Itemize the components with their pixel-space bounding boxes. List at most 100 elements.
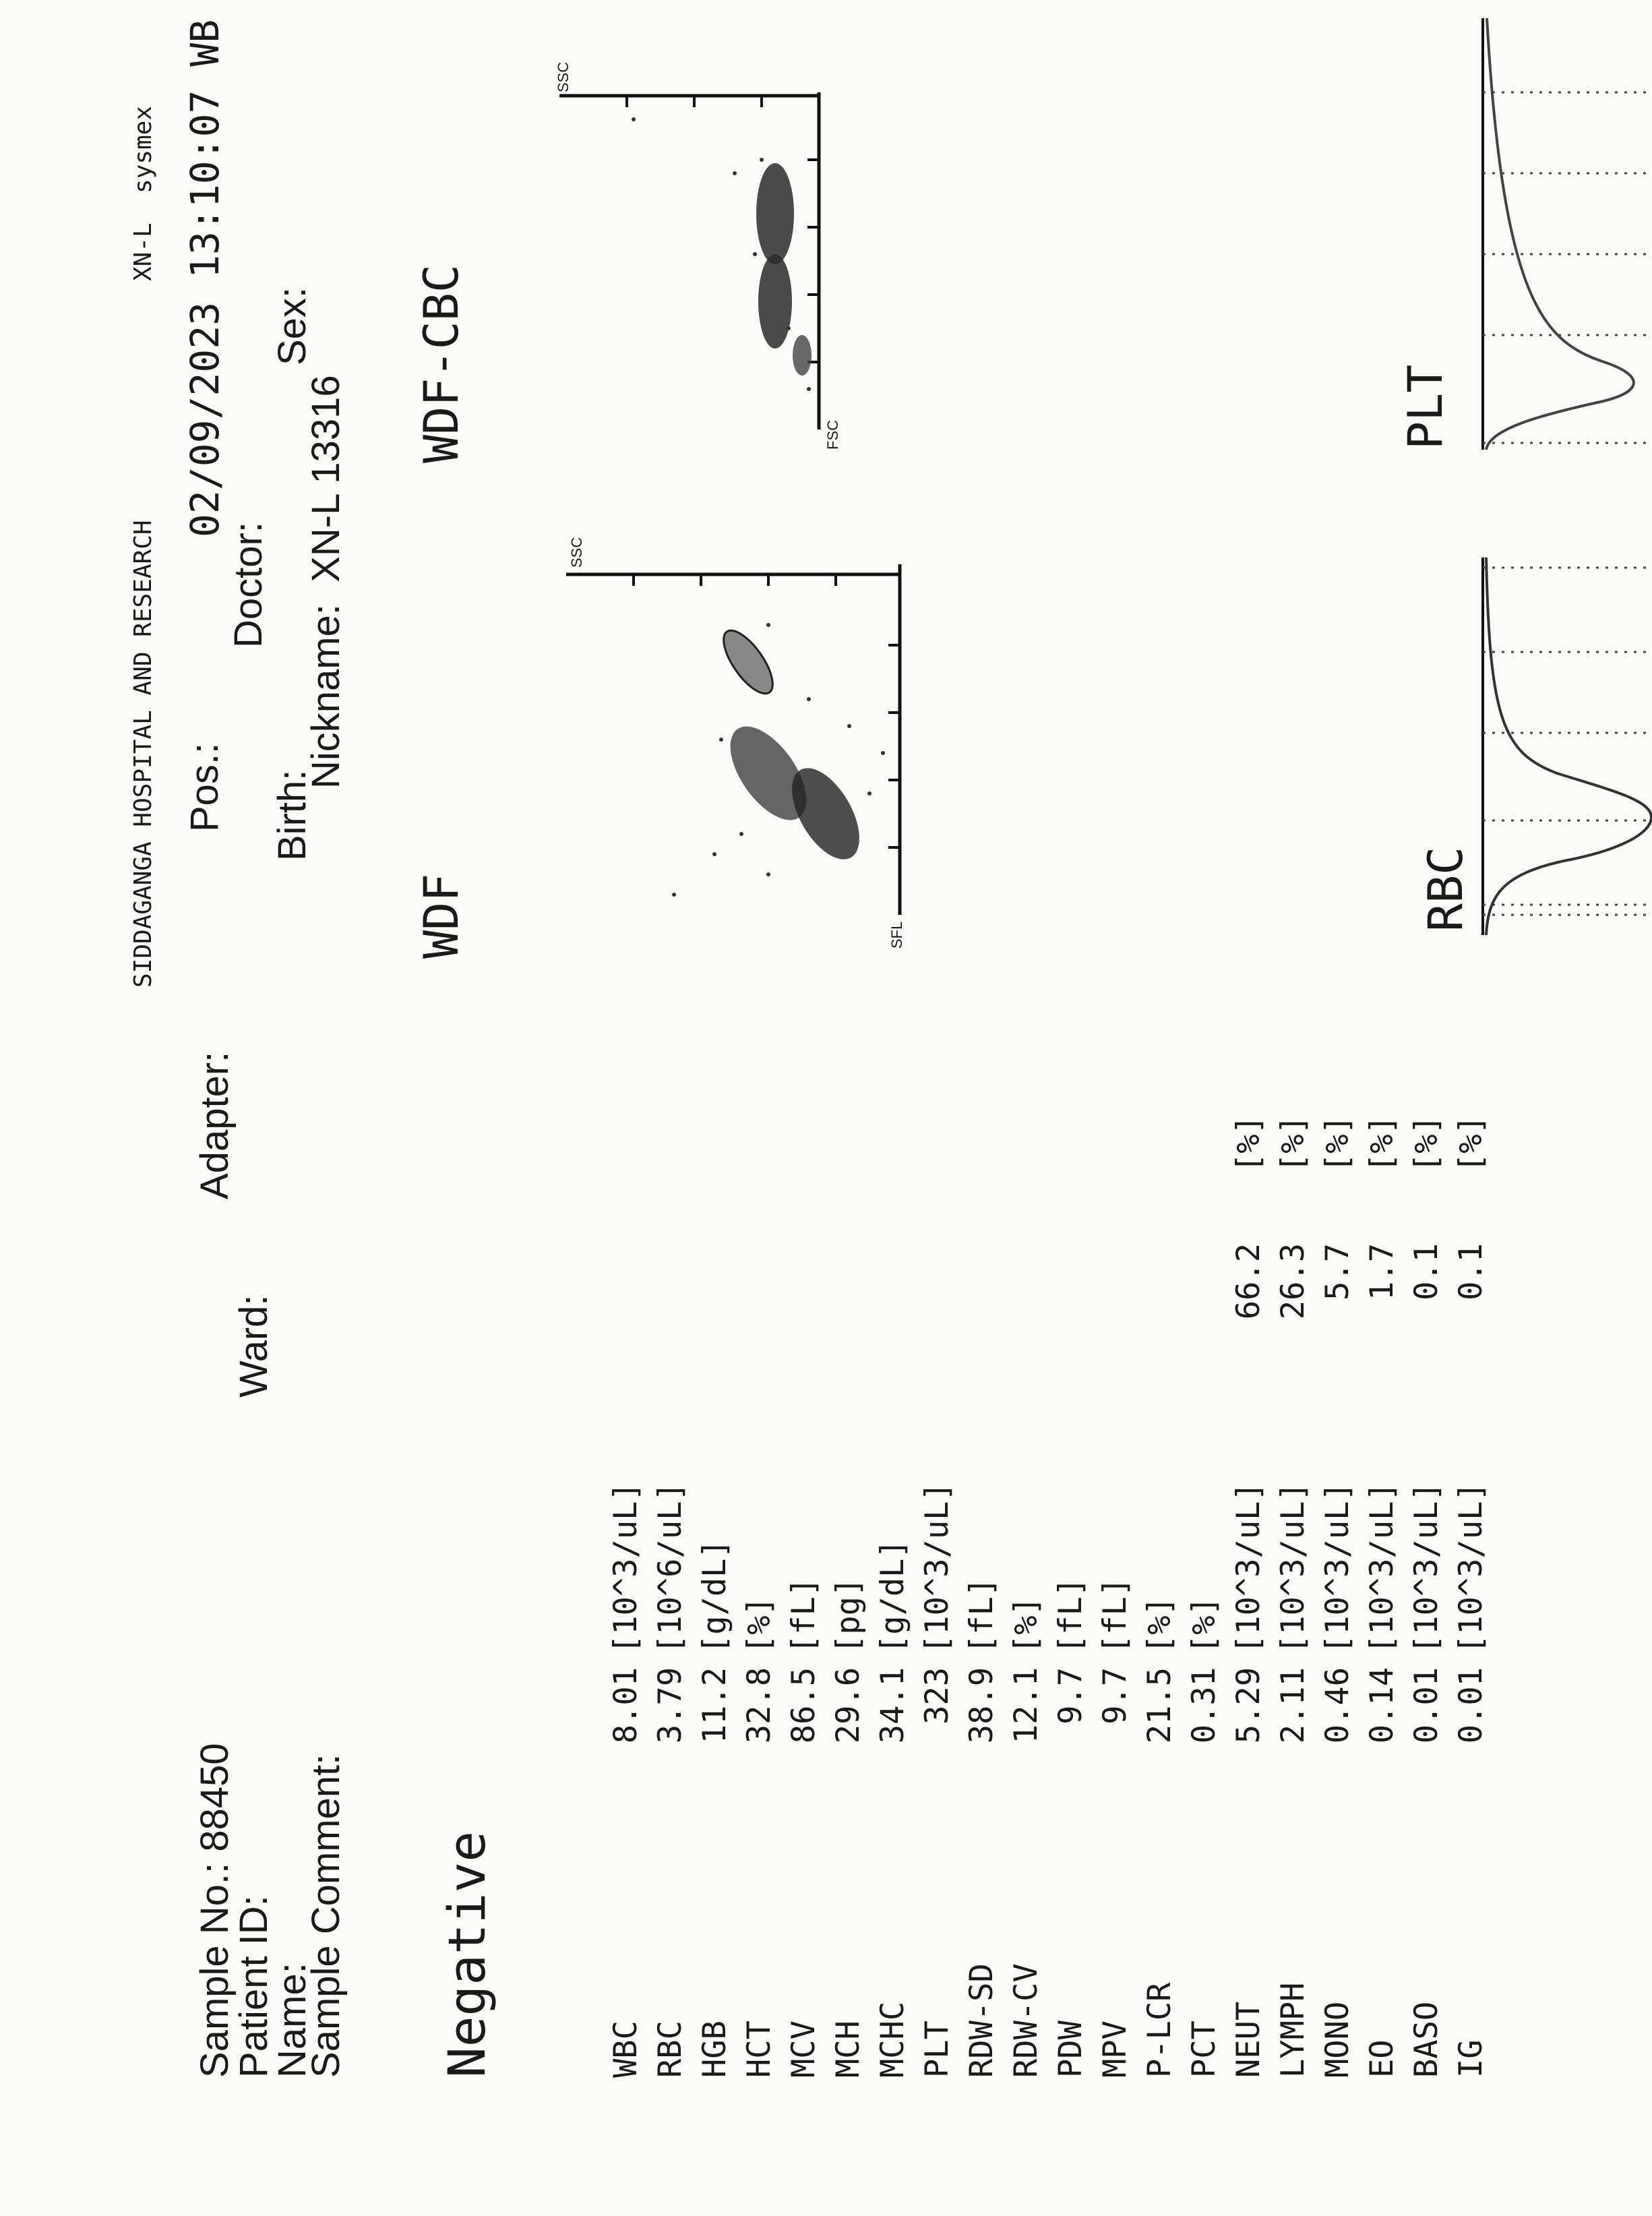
dot — [807, 697, 811, 701]
result-name: IG — [1452, 2039, 1490, 2078]
sex: Sex: — [270, 287, 314, 365]
result-unit: [fL] — [1052, 1577, 1089, 1654]
result-value: 3.79 — [652, 1667, 689, 1744]
dot — [632, 117, 636, 121]
result-name: PLT — [919, 2020, 956, 2078]
pos: Pos.: — [183, 742, 226, 832]
result-unit: [%] — [1186, 1596, 1223, 1654]
axis-label: FSC — [824, 420, 841, 450]
sample-comment: Sample Comment: — [304, 1754, 348, 2078]
cluster — [723, 629, 774, 695]
hospital-name: SIDDAGANGA HOSPITAL AND RESEARCH — [129, 520, 157, 988]
result-value: 8.01 — [607, 1667, 644, 1744]
result-unit: [fL] — [963, 1577, 1000, 1654]
result-name: MONO — [1319, 2001, 1356, 2078]
result-unit: [pg] — [830, 1577, 867, 1654]
dot — [733, 171, 737, 175]
result-percent: 0.1 — [1452, 1243, 1490, 1300]
result-value: 323 — [919, 1667, 956, 1725]
histogram-plt — [1481, 18, 1652, 450]
scatter-dots — [632, 117, 811, 391]
result-unit: [fL] — [1097, 1577, 1134, 1654]
result-value: 38.9 — [963, 1667, 1000, 1744]
result-unit: [10^3/uL] — [1230, 1482, 1267, 1654]
dot — [672, 893, 676, 897]
axes — [566, 564, 902, 915]
patient-id: Patient ID: — [232, 1895, 276, 2078]
result-value: 0.14 — [1364, 1667, 1401, 1744]
result-unit: [10^3/uL] — [919, 1482, 956, 1654]
result-percent: 1.7 — [1364, 1243, 1401, 1300]
ticks — [632, 574, 900, 849]
result-name: P-LCR — [1141, 1982, 1178, 2078]
cluster — [730, 726, 807, 820]
scatter-dots — [672, 623, 885, 897]
plot-title: WDF — [414, 873, 469, 959]
doctor: Doctor: — [226, 522, 270, 648]
result-unit: [%] — [1008, 1596, 1045, 1654]
analyzer: XN-L sysmex — [129, 105, 157, 281]
dot — [766, 623, 770, 627]
result-name: PDW — [1052, 2020, 1089, 2078]
result-unit: [g/dL] — [696, 1539, 733, 1654]
result-name: RBC — [652, 2020, 689, 2078]
judgment: Negative — [437, 1830, 497, 2078]
result-name: NEUT — [1230, 2001, 1267, 2078]
result-percent-unit: [%] — [1408, 1115, 1445, 1172]
result-value: 0.01 — [1452, 1667, 1490, 1744]
result-name: MCH — [830, 2020, 867, 2078]
result-name: PCT — [1186, 2020, 1223, 2078]
dot — [753, 252, 757, 256]
dot — [881, 751, 885, 755]
result-name: BASO — [1408, 2001, 1445, 2078]
result-value: 11.2 — [696, 1667, 733, 1744]
result-value: 2.11 — [1275, 1667, 1312, 1744]
cluster — [758, 254, 792, 349]
nickname: Nickname: XN-L 13316 — [304, 375, 348, 789]
dot — [739, 832, 743, 836]
dot — [760, 158, 764, 162]
result-value: 0.31 — [1186, 1667, 1223, 1744]
result-name: HCT — [741, 2020, 778, 2078]
discriminators — [1483, 91, 1652, 444]
result-unit: [10^3/uL] — [1364, 1482, 1401, 1654]
result-unit: [10^3/uL] — [607, 1482, 644, 1654]
result-percent: 66.2 — [1230, 1243, 1267, 1320]
result-value: 5.29 — [1230, 1667, 1267, 1744]
plot-title: PLT — [1398, 364, 1453, 450]
result-name: LYMPH — [1275, 1982, 1312, 2078]
result-unit: [%] — [741, 1596, 778, 1654]
result-percent: 0.1 — [1408, 1243, 1445, 1300]
result-percent-unit: [%] — [1319, 1115, 1356, 1172]
datetime: 02/09/2023 13:10:07 WB — [182, 19, 228, 537]
result-value: 12.1 — [1008, 1667, 1045, 1744]
result-unit: [10^6/uL] — [652, 1482, 689, 1654]
discriminators — [1483, 566, 1652, 916]
dot — [766, 872, 770, 876]
result-value: 21.5 — [1141, 1667, 1178, 1744]
result-value: 86.5 — [785, 1667, 822, 1744]
scatter-wdf — [566, 564, 902, 915]
cluster — [793, 335, 812, 376]
result-name: RDW-CV — [1008, 1963, 1045, 2078]
plot-title: WDF-CBC — [414, 264, 469, 463]
ticks — [625, 96, 819, 363]
ward: Ward: — [232, 1294, 276, 1398]
axis-label: SSC — [568, 537, 585, 568]
result-value: 9.7 — [1097, 1667, 1134, 1725]
result-unit: [g/dL] — [874, 1539, 911, 1654]
adapter: Adapter: — [193, 1051, 237, 1199]
result-name: MCHC — [874, 2001, 911, 2078]
result-name: MCV — [785, 2020, 822, 2078]
curve — [1485, 18, 1635, 450]
result-unit: [%] — [1141, 1596, 1178, 1654]
scatter-wdf-cbc — [559, 92, 821, 429]
result-name: EO — [1364, 2039, 1401, 2078]
histogram-rbc — [1481, 557, 1652, 936]
result-name: WBC — [607, 2020, 644, 2078]
result-percent: 26.3 — [1275, 1243, 1312, 1320]
cluster — [756, 163, 794, 264]
cluster — [792, 768, 859, 860]
